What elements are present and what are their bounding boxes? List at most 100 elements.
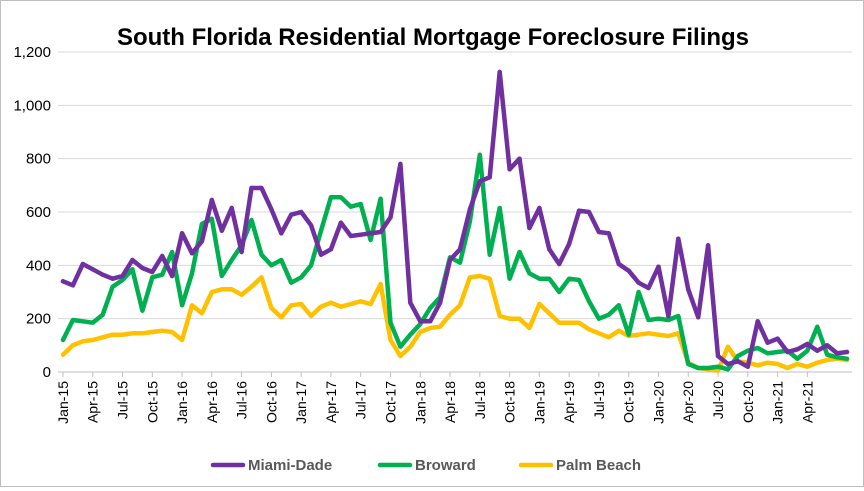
data-point bbox=[378, 229, 383, 235]
y-tick-label: 800 bbox=[26, 151, 51, 168]
x-tick-label: Apr-17 bbox=[323, 381, 339, 423]
data-point bbox=[824, 343, 830, 348]
data-point bbox=[457, 247, 463, 252]
data-point bbox=[745, 364, 750, 369]
x-tick-label: Jul-17 bbox=[353, 381, 369, 419]
data-point bbox=[487, 175, 492, 180]
x-tick-label: Oct-16 bbox=[263, 381, 279, 423]
chart-title: South Florida Residential Mortgage Forec… bbox=[117, 24, 749, 51]
data-point bbox=[160, 253, 165, 259]
data-point bbox=[418, 319, 423, 324]
legend-label: Broward bbox=[415, 457, 476, 474]
data-point bbox=[676, 236, 681, 241]
data-point bbox=[70, 283, 76, 288]
data-point bbox=[715, 353, 721, 359]
data-point bbox=[150, 269, 155, 275]
data-point bbox=[259, 185, 264, 191]
x-tick-label: Apr-18 bbox=[442, 381, 458, 423]
x-axis: Jan-15 Apr-15 Jul-15 Oct-15 Jan-16 Apr-16 Jul-… bbox=[55, 371, 852, 424]
data-point bbox=[249, 185, 254, 191]
data-point bbox=[90, 267, 95, 272]
data-point bbox=[169, 273, 175, 279]
data-point bbox=[179, 231, 185, 236]
data-point bbox=[626, 268, 631, 273]
data-point bbox=[636, 280, 641, 285]
data-point bbox=[100, 272, 105, 277]
data-point bbox=[566, 241, 572, 247]
data-point bbox=[576, 208, 582, 213]
data-point bbox=[219, 228, 224, 233]
data-point bbox=[547, 247, 552, 252]
data-point bbox=[199, 239, 205, 244]
x-tick-label: Apr-20 bbox=[680, 381, 696, 423]
data-point bbox=[527, 225, 532, 231]
data-point bbox=[507, 167, 512, 172]
data-point bbox=[189, 251, 195, 256]
x-tick-label: Jul-15 bbox=[115, 381, 131, 419]
x-tick-label: Jan-19 bbox=[531, 381, 547, 424]
data-point bbox=[805, 341, 810, 347]
series-line-miami-dade bbox=[60, 69, 850, 369]
x-tick-label: Apr-21 bbox=[799, 381, 815, 423]
data-point bbox=[765, 340, 770, 345]
y-axis-ticks: 0 200 400 600 800 1,000 1,200 bbox=[13, 44, 51, 381]
data-point bbox=[517, 156, 522, 161]
data-point bbox=[269, 207, 274, 212]
y-tick-label: 1,200 bbox=[13, 44, 51, 61]
series-line-broward bbox=[60, 152, 850, 372]
data-point bbox=[328, 247, 334, 252]
data-point bbox=[656, 264, 661, 269]
grid-lines bbox=[58, 51, 852, 320]
data-point bbox=[318, 252, 324, 257]
data-point bbox=[348, 233, 353, 239]
data-point bbox=[239, 249, 244, 255]
y-tick-label: 200 bbox=[26, 311, 51, 328]
series-line-palm-beach bbox=[60, 273, 850, 373]
data-point bbox=[60, 279, 66, 284]
data-point bbox=[289, 212, 294, 217]
x-tick-label: Jan-16 bbox=[174, 381, 190, 424]
data-point bbox=[408, 300, 413, 305]
y-tick-label: 400 bbox=[26, 257, 51, 274]
data-point bbox=[695, 315, 701, 320]
x-tick-label: Jul-18 bbox=[472, 381, 488, 419]
data-point bbox=[130, 257, 135, 263]
data-point bbox=[80, 261, 86, 267]
x-tick-label: Jul-20 bbox=[710, 381, 726, 419]
data-point bbox=[686, 287, 691, 292]
data-point bbox=[358, 232, 363, 237]
data-point bbox=[705, 243, 711, 248]
data-point bbox=[427, 319, 433, 324]
data-point bbox=[497, 69, 502, 75]
y-tick-label: 600 bbox=[26, 204, 51, 221]
data-point bbox=[279, 231, 284, 236]
x-tick-label: Jul-16 bbox=[234, 381, 250, 419]
data-point bbox=[437, 300, 443, 305]
data-point bbox=[368, 231, 373, 236]
data-point bbox=[735, 359, 741, 364]
series-lines bbox=[60, 69, 850, 373]
data-point bbox=[110, 276, 115, 281]
data-point bbox=[725, 361, 731, 367]
data-point bbox=[606, 231, 612, 236]
data-point bbox=[596, 229, 602, 235]
legend-label: Palm Beach bbox=[556, 457, 641, 474]
x-tick-label: Apr-15 bbox=[85, 381, 101, 423]
x-tick-label: Jan-20 bbox=[650, 381, 666, 424]
data-point bbox=[398, 161, 403, 167]
x-tick-label: Oct-19 bbox=[621, 381, 637, 423]
data-point bbox=[795, 347, 800, 352]
x-tick-label: Jan-17 bbox=[293, 381, 309, 424]
x-tick-label: Oct-18 bbox=[502, 381, 518, 423]
y-tick-label: 0 bbox=[43, 364, 51, 381]
x-tick-label: Jul-19 bbox=[591, 381, 607, 419]
data-point bbox=[537, 205, 542, 211]
data-point bbox=[298, 209, 304, 215]
data-point bbox=[229, 205, 234, 211]
data-point bbox=[140, 265, 145, 271]
data-point bbox=[338, 220, 344, 225]
data-point bbox=[477, 179, 483, 184]
data-point bbox=[755, 319, 760, 324]
